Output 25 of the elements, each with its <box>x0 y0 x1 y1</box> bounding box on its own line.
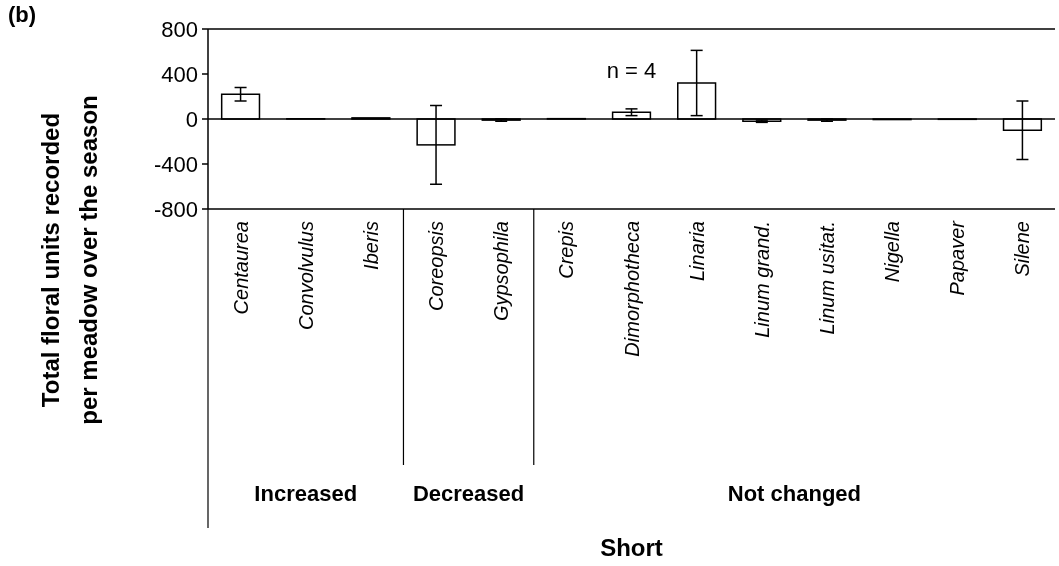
x-tick-label: Centaurea <box>229 221 252 315</box>
x-tick-label: Linum grand. <box>750 221 773 338</box>
y-tick-label: 0 <box>185 106 198 132</box>
x-tick-label: Convolvulus <box>294 221 317 330</box>
y-tick-label: -400 <box>153 151 198 177</box>
text: Decreased <box>412 481 525 506</box>
text: Not changed <box>727 481 861 506</box>
x-tick-label: Linum usitat. <box>815 221 838 335</box>
x-tick-label: Coreopsis <box>425 221 448 312</box>
y-tick-label: -800 <box>153 196 198 222</box>
x-tick-label: Linaria <box>685 221 708 282</box>
x-tick-label: Silene <box>1011 221 1034 277</box>
x-tick-label: Nigella <box>881 221 904 283</box>
x-tick-label: Papaver <box>946 219 969 296</box>
y-tick-label: 800 <box>161 16 198 42</box>
y-tick-label: 400 <box>161 61 198 87</box>
text: (b) <box>8 2 37 27</box>
x-tick-label: Gypsophila <box>490 221 513 322</box>
x-tick-label: Crepis <box>555 221 578 279</box>
text: Increased <box>254 481 358 506</box>
text: Short <box>600 534 663 561</box>
annotation: n = 4 <box>606 57 657 83</box>
x-tick-label: Iberis <box>359 221 382 270</box>
x-tick-label: Dimorphotheca <box>620 221 643 357</box>
y-axis-title: Total floral units recorded per meadow over the season <box>37 95 102 425</box>
